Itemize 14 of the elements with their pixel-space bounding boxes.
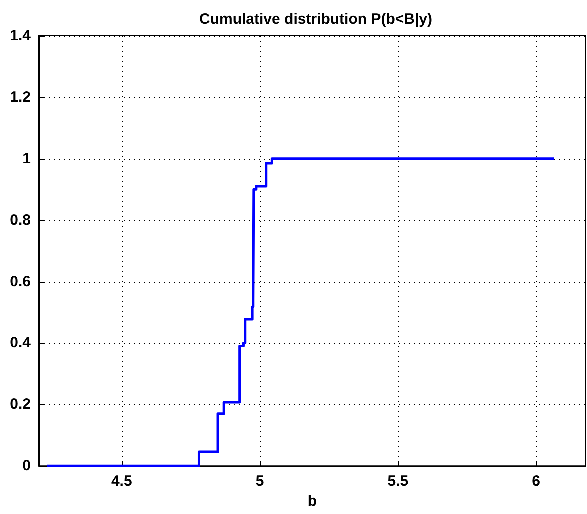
x-tick-label: 5.5 xyxy=(388,473,409,490)
y-tick-label: 0 xyxy=(22,458,31,475)
x-axis-title: b xyxy=(308,493,318,510)
y-tick-label: 1.2 xyxy=(10,88,31,106)
x-tick-label: 5 xyxy=(256,473,264,490)
y-tick-label: 1 xyxy=(22,150,31,168)
x-tick-label: 6 xyxy=(532,473,540,490)
chart-title: Cumulative distribution P(b<B|y) xyxy=(200,11,432,28)
y-tick-label: 1.4 xyxy=(10,28,32,44)
x-tick-label: 4.5 xyxy=(111,473,132,490)
y-tick-label: 0.8 xyxy=(10,212,31,229)
y-tick-label: 0.6 xyxy=(10,273,31,290)
y-tick-label: 0.4 xyxy=(10,334,32,352)
y-tick-label: 0.2 xyxy=(10,396,31,414)
